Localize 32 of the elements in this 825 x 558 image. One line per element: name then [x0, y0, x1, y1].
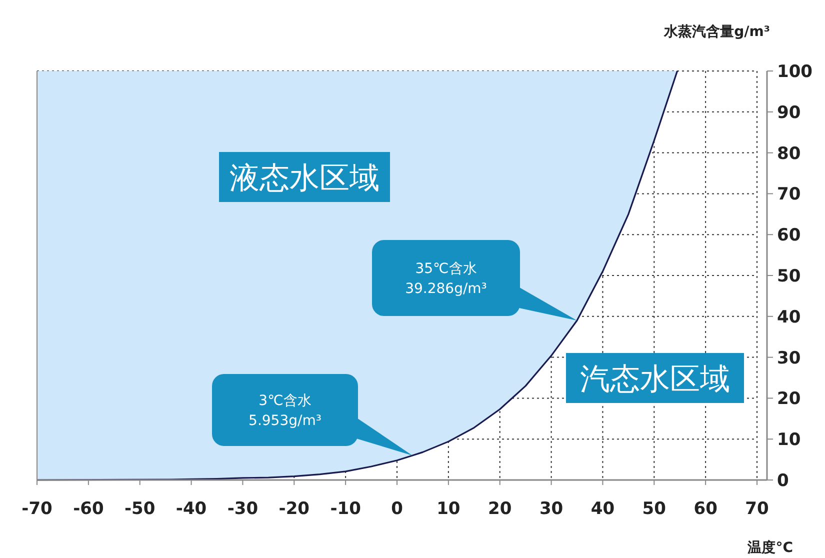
- y-tick-label: 80: [777, 144, 801, 164]
- y-tick-label: 60: [777, 226, 801, 246]
- x-tick-label: 30: [539, 499, 564, 519]
- x-tick-label: -50: [124, 499, 156, 519]
- y-tick-label: 50: [777, 266, 801, 286]
- annotation: 液态水区域: [230, 161, 380, 196]
- x-tick-label: 20: [488, 499, 512, 519]
- x-tick-label: 40: [590, 499, 615, 519]
- y-tick-label: 40: [777, 307, 801, 328]
- annotation: 3℃含水 5.953g/m³: [248, 393, 322, 429]
- y-tick-label: 10: [777, 430, 801, 450]
- y-axis-title: 水蒸汽含量g/m³: [663, 24, 770, 40]
- x-tick-label: -30: [227, 499, 258, 519]
- x-tick-label: 50: [642, 499, 666, 519]
- x-tick-label: 60: [694, 499, 718, 519]
- y-tick-label: 100: [777, 62, 813, 82]
- x-axis-title: 温度°C: [746, 539, 793, 556]
- x-tick-label: 70: [745, 499, 769, 519]
- y-tick-label: 70: [777, 184, 801, 205]
- x-tick-label: -10: [330, 499, 362, 519]
- y-tick-label: 30: [777, 348, 801, 368]
- x-tick-label: -40: [176, 499, 207, 519]
- y-tick-label: 90: [777, 102, 801, 123]
- y-tick-label: 0: [777, 471, 789, 491]
- annotation: 汽态水区域: [580, 362, 730, 397]
- x-tick-label: -60: [73, 499, 104, 519]
- x-tick-label: 10: [436, 499, 460, 519]
- x-tick-label: -70: [22, 499, 53, 519]
- x-tick-label: 0: [391, 499, 404, 519]
- x-tick-label: -20: [278, 499, 310, 519]
- y-tick-label: 20: [777, 389, 801, 410]
- annotation: 35℃含水 39.286g/m³: [405, 261, 487, 297]
